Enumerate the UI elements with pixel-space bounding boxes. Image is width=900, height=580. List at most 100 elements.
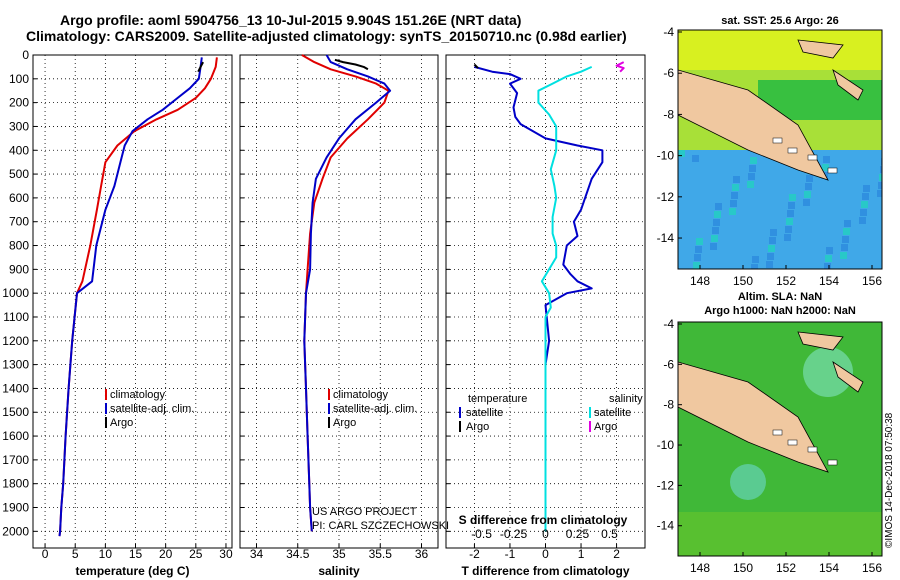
depth-tick-label: 200	[9, 96, 29, 110]
sst-pixel	[769, 237, 776, 244]
sst-pixel	[785, 226, 792, 233]
series-line	[58, 57, 218, 537]
lon-tick-label: 156	[862, 274, 882, 288]
lon-tick-label: 154	[819, 274, 839, 288]
sla-map-title-line1: Altim. SLA: NaN	[737, 291, 823, 303]
x-tick-label: 25	[189, 547, 203, 561]
sst-pixel	[715, 203, 722, 210]
map-content	[678, 322, 882, 556]
sst-pixel	[862, 193, 869, 200]
depth-tick-label: 1600	[2, 429, 29, 443]
sst-pixel	[750, 157, 757, 164]
legend-label: satellite	[466, 407, 503, 419]
series-line	[301, 54, 390, 532]
sst-pixel	[879, 174, 882, 181]
map-frame	[677, 29, 883, 270]
x-tick-label: 35	[332, 547, 346, 561]
series-line	[473, 63, 479, 69]
lat-tick-label: -10	[657, 149, 675, 163]
depth-tick-label: 1300	[2, 358, 29, 372]
plot-title-line1: Argo profile: aoml 5904756_13 10-Jul-201…	[60, 12, 522, 28]
salinity-panel	[239, 54, 439, 549]
sst-pixel	[842, 236, 849, 243]
sst-pixel	[843, 228, 850, 235]
legend-label: satellite-adj. clim.	[110, 403, 194, 415]
sst-warm-band	[678, 30, 882, 70]
series-line	[474, 65, 604, 508]
sst-pixel	[823, 156, 830, 163]
depth-tick-label: 900	[9, 262, 29, 276]
series-line	[303, 54, 392, 532]
depth-tick-label: 600	[9, 191, 29, 205]
depth-tick-label: 1900	[2, 501, 29, 515]
sst-map	[677, 29, 883, 270]
sst-pixel	[877, 190, 882, 197]
island	[797, 331, 844, 351]
depth-tick-label: 100	[9, 72, 29, 86]
series-line	[197, 61, 204, 73]
x-tick-label: 15	[129, 547, 143, 561]
depth-tick-label: 400	[9, 143, 29, 157]
sst-pixel	[805, 183, 812, 190]
legend-label: satellite	[594, 407, 631, 419]
island	[797, 39, 844, 59]
sst-pixel	[733, 176, 740, 183]
plot-title-line2: Climatology: CARS2009. Satellite-adjuste…	[26, 28, 627, 44]
sst-pixel	[844, 220, 851, 227]
sst-pixel	[749, 165, 756, 172]
lon-tick-label: 150	[733, 561, 753, 575]
sst-pixel	[712, 227, 719, 234]
depth-tick-label: 1200	[2, 334, 29, 348]
sst-pixel	[863, 185, 870, 192]
lat-tick-label: -8	[663, 107, 674, 121]
sst-pixel	[880, 166, 882, 173]
legend-temperature-title: temperature	[468, 393, 527, 405]
sst-pixel	[806, 175, 813, 182]
sst-pixel	[713, 219, 720, 226]
lat-tick-label: -12	[657, 190, 675, 204]
sst-pixel	[878, 182, 882, 189]
sst-pixel	[752, 256, 759, 263]
legend-salinity-title: salinity	[609, 393, 643, 405]
sst-pixel	[784, 234, 791, 241]
island	[827, 459, 838, 466]
difference-panel	[445, 54, 646, 549]
island	[827, 167, 838, 174]
depth-tick-label: 800	[9, 239, 29, 253]
lon-tick-label: 156	[862, 561, 882, 575]
lat-tick-label: -4	[663, 317, 674, 331]
lat-tick-label: -10	[657, 438, 675, 452]
lat-tick-label: -14	[657, 519, 675, 533]
sst-pixel	[786, 218, 793, 225]
sst-pixel	[732, 184, 739, 191]
sst-pixel	[729, 208, 736, 215]
x-tick-label: 10	[99, 547, 113, 561]
depth-tick-label: 1800	[2, 477, 29, 491]
sst-pixel	[788, 202, 795, 209]
island	[772, 137, 783, 144]
x-tick-label: 36	[415, 547, 429, 561]
lon-tick-label: 154	[819, 561, 839, 575]
sst-pixel	[731, 192, 738, 199]
sst-cool-band	[678, 150, 882, 269]
island	[807, 446, 818, 453]
sst-pixel	[826, 247, 833, 254]
sst-pixel	[766, 261, 773, 268]
x-tick-label: 0	[542, 547, 549, 561]
x-axis-label: T difference from climatology	[461, 564, 629, 578]
island	[832, 361, 864, 393]
sst-pixel	[751, 264, 758, 269]
map-content	[678, 30, 882, 269]
legend-label: climatology	[110, 389, 166, 401]
legend-label: Argo	[594, 421, 617, 433]
x-axis-label: salinity	[318, 564, 360, 578]
legend-label: Argo	[333, 417, 356, 429]
sst-pixel	[711, 235, 718, 242]
sst-pixel	[714, 211, 721, 218]
legend-label: Argo	[110, 417, 133, 429]
credit-line2: PI: CARL SZCZECHOWSKI	[312, 520, 449, 532]
top-tick-label: -0.5	[471, 527, 492, 541]
sst-pixel	[748, 173, 755, 180]
map-frame	[677, 321, 883, 557]
